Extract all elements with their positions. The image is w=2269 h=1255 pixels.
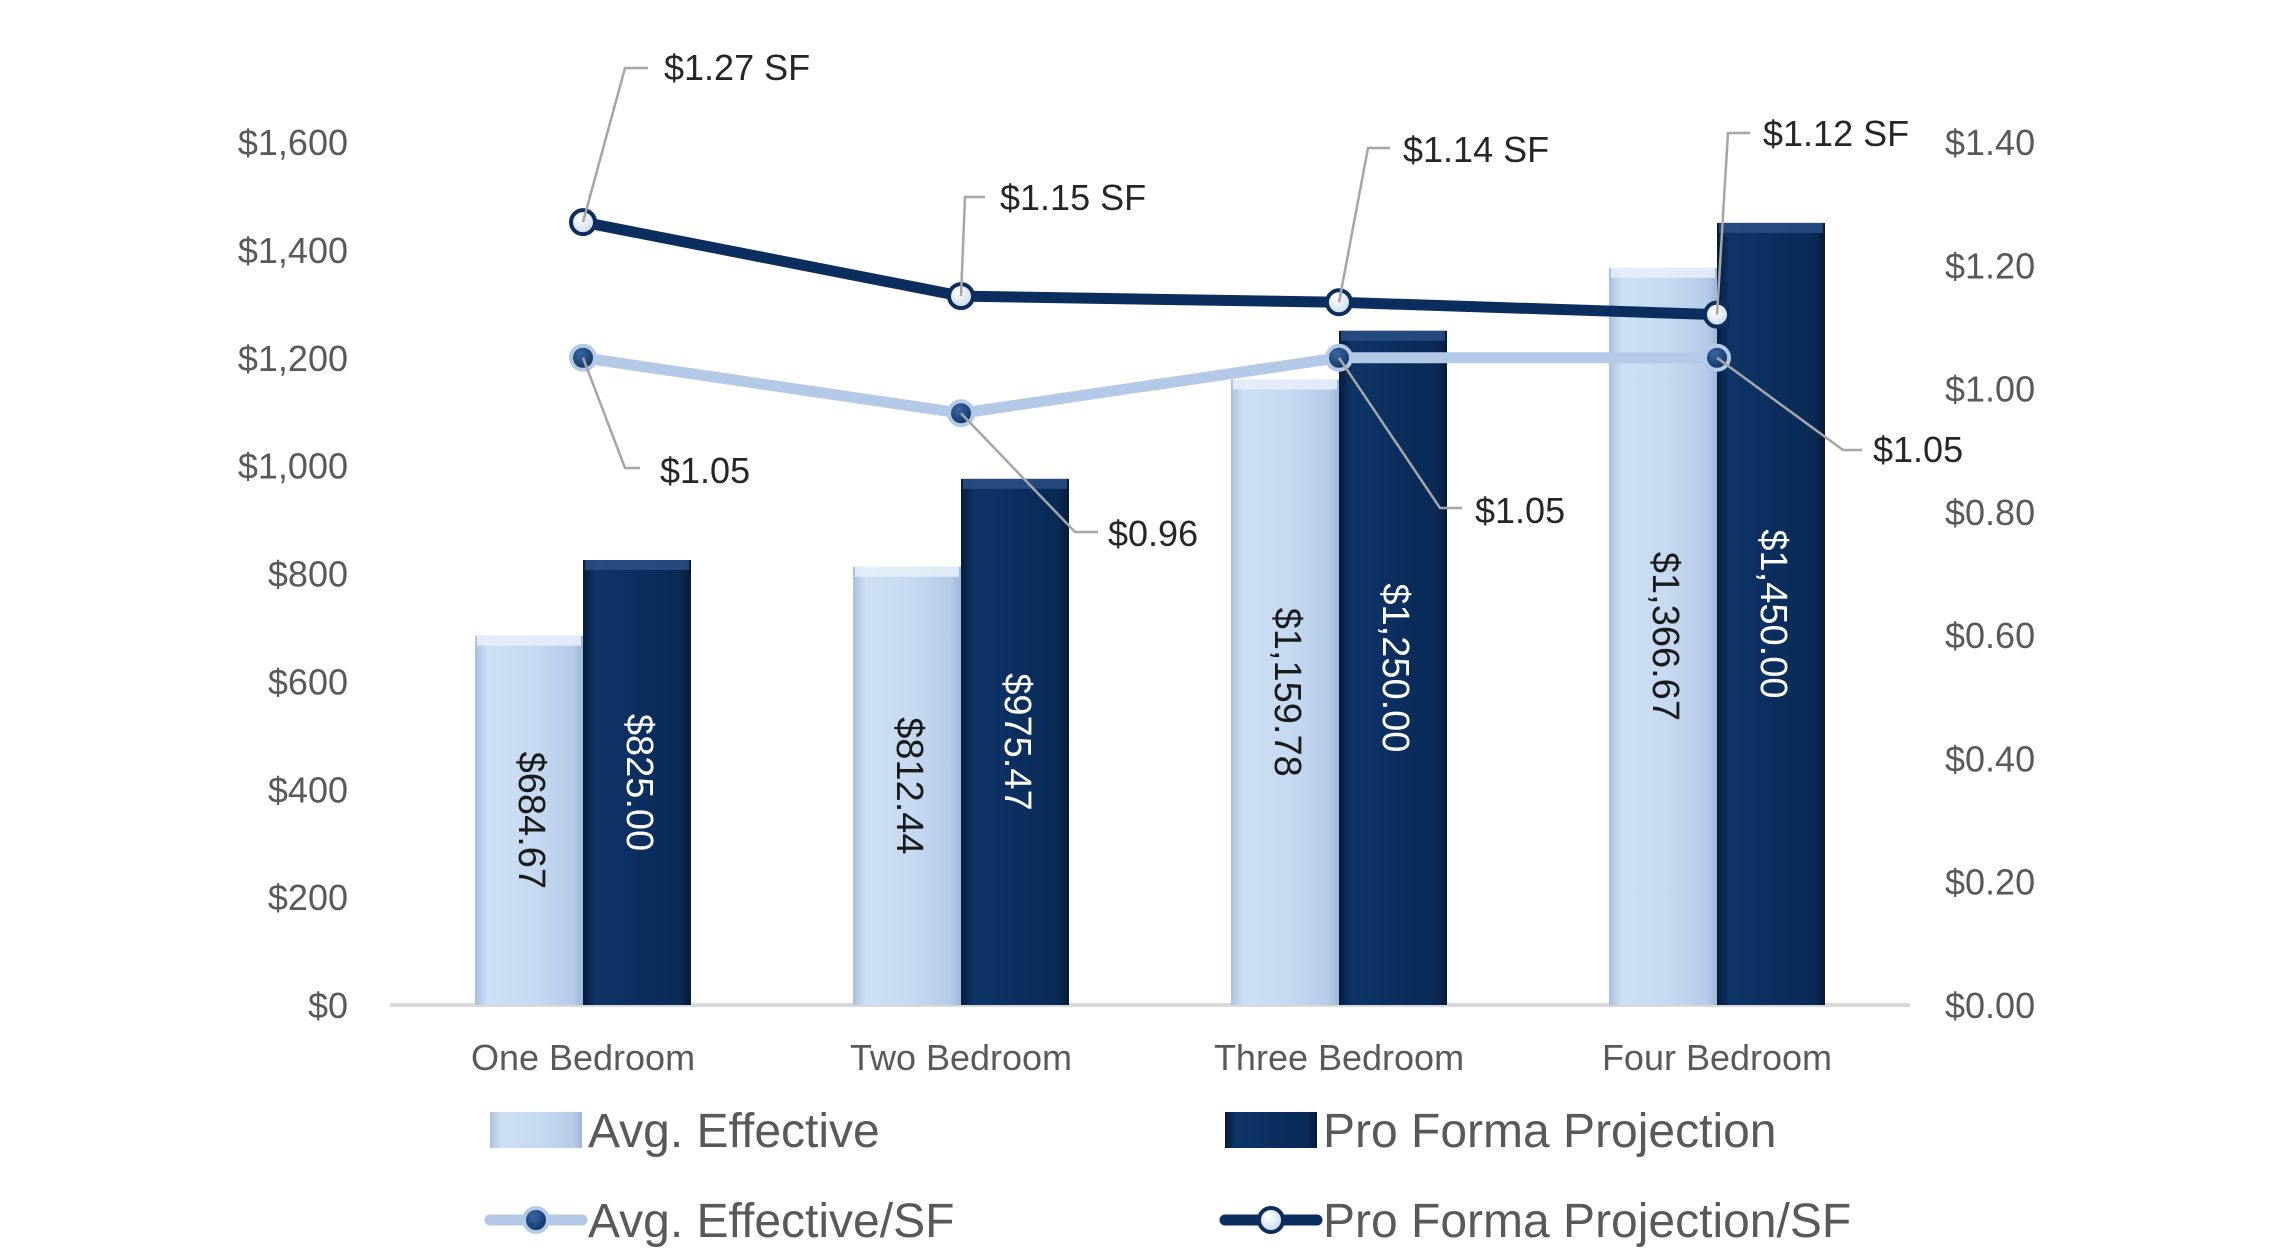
y-right-tick-label: $0.20 — [1945, 862, 2035, 903]
pro-forma-projection-sf-line — [577, 216, 1723, 321]
y-left-tick-label: $400 — [268, 769, 348, 810]
legend-swatch-avg-effective — [490, 1112, 582, 1148]
y-left-tick-label: $600 — [268, 661, 348, 702]
pro-forma-projection-bar-cap — [1719, 222, 1823, 233]
pro-forma-projection-sf-point-label: $1.15 SF — [1000, 177, 1146, 218]
avg-effective-bar-cap — [1233, 379, 1337, 390]
y-left-tick-label: $1,000 — [238, 446, 348, 487]
y-left-tick-label: $1,400 — [238, 230, 348, 271]
avg-effective-sf-point-label: $1.05 — [1475, 490, 1565, 531]
y-right-tick-label: $1.00 — [1945, 369, 2035, 410]
legend-label-avg-effective-sf: Avg. Effective/SF — [588, 1195, 954, 1248]
y-right-tick-label: $0.80 — [1945, 492, 2035, 533]
avg-effective-sf-leader-line — [960, 412, 1098, 534]
lines — [569, 208, 1731, 428]
pro-forma-projection-bar — [1339, 330, 1447, 1005]
avg-effective-bar — [1609, 267, 1717, 1005]
pro-forma-projection-sf-point-label: $1.12 SF — [1763, 113, 1909, 154]
y-left-tick-label: $800 — [268, 554, 348, 595]
y-left-tick-label: $0 — [308, 985, 348, 1026]
avg-effective-bar — [1231, 379, 1339, 1005]
legend-label-pro-forma-projection: Pro Forma Projection — [1323, 1105, 1777, 1158]
avg-effective-sf-leader-line — [1716, 356, 1862, 452]
data-labels: $684.67 $812.44 $1,159.78 $1,366.67 $825.00 $… — [510, 47, 1963, 889]
avg-effective-sf-leader-line — [581, 357, 640, 470]
pro-forma-projection-sf-point-label: $1.14 SF — [1403, 129, 1549, 170]
y-left-tick-label: $200 — [268, 877, 348, 918]
avg-effective-bar-label: $1,159.78 — [1266, 608, 1308, 777]
avg-effective-sf-leader-line — [1337, 357, 1462, 510]
legend-swatch-pro-forma-projection — [1225, 1112, 1317, 1148]
y-left-tick-label: $1,600 — [238, 122, 348, 163]
pro-forma-projection-bar-cap — [963, 478, 1067, 489]
pro-forma-projection-sf-leader-line — [959, 195, 985, 297]
avg-effective-bar-cap — [477, 635, 581, 646]
y-right-tick-label: $1.40 — [1945, 122, 2035, 163]
legend-marker-pro-forma-projection-sf — [1257, 1206, 1285, 1234]
bars — [475, 222, 1825, 1006]
pro-forma-projection-bar-label: $825.00 — [618, 714, 660, 851]
avg-effective-bar — [475, 635, 583, 1005]
pro-forma-projection-bar — [1717, 222, 1825, 1005]
pro-forma-projection-sf-leader-line — [1715, 131, 1750, 315]
pro-forma-projection-bar-label: $1,450.00 — [1752, 529, 1794, 698]
pro-forma-projection-bar-cap — [1341, 330, 1445, 341]
avg-effective-bar-cap — [855, 566, 959, 577]
x-category-label: Three Bedroom — [1214, 1037, 1464, 1078]
y-right-tick-label: $1.20 — [1945, 245, 2035, 286]
x-category-label: Four Bedroom — [1602, 1037, 1832, 1078]
avg-effective-bar — [853, 566, 961, 1005]
avg-effective-bar-cap — [1611, 267, 1715, 278]
y-right-tick-label: $0.40 — [1945, 738, 2035, 779]
pro-forma-projection-bar-label: $1,250.00 — [1374, 583, 1416, 752]
avg-effective-sf-point-label: $1.05 — [660, 450, 750, 491]
axes: $0 $200 $400 $600 $800 $1,000 $1,200 $1,400 $1,6… — [238, 122, 2035, 1078]
pro-forma-projection-sf-leader-line — [1337, 146, 1390, 303]
pro-forma-projection-bar — [583, 560, 691, 1005]
y-left-tick-label: $1,200 — [238, 338, 348, 379]
y-right-tick-label: $0.00 — [1945, 985, 2035, 1026]
x-category-label: Two Bedroom — [850, 1037, 1072, 1078]
pro-forma-projection-bar — [961, 478, 1069, 1006]
x-category-label: One Bedroom — [471, 1037, 695, 1078]
pro-forma-projection-bar-label: $975.47 — [996, 673, 1038, 810]
pro-forma-projection-sf-leader-line — [581, 66, 648, 223]
y-right-tick-label: $0.60 — [1945, 615, 2035, 656]
avg-effective-bar-label: $1,366.67 — [1644, 552, 1686, 721]
legend: Avg. Effective Pro Forma Projection Avg. E… — [484, 1105, 1851, 1248]
avg-effective-bar-label: $812.44 — [888, 717, 930, 854]
legend-label-pro-forma-projection-sf: Pro Forma Projection/SF — [1323, 1195, 1851, 1248]
avg-effective-bar-label: $684.67 — [510, 752, 552, 889]
pro-forma-projection-bar-cap — [585, 560, 689, 571]
legend-label-avg-effective: Avg. Effective — [588, 1105, 880, 1158]
avg-effective-sf-line — [577, 352, 1723, 419]
legend-marker-avg-effective-sf — [522, 1206, 550, 1234]
avg-effective-sf-point-label: $0.96 — [1108, 513, 1198, 554]
pro-forma-projection-sf-point-label: $1.27 SF — [664, 47, 810, 88]
avg-effective-sf-point-label: $1.05 — [1873, 429, 1963, 470]
